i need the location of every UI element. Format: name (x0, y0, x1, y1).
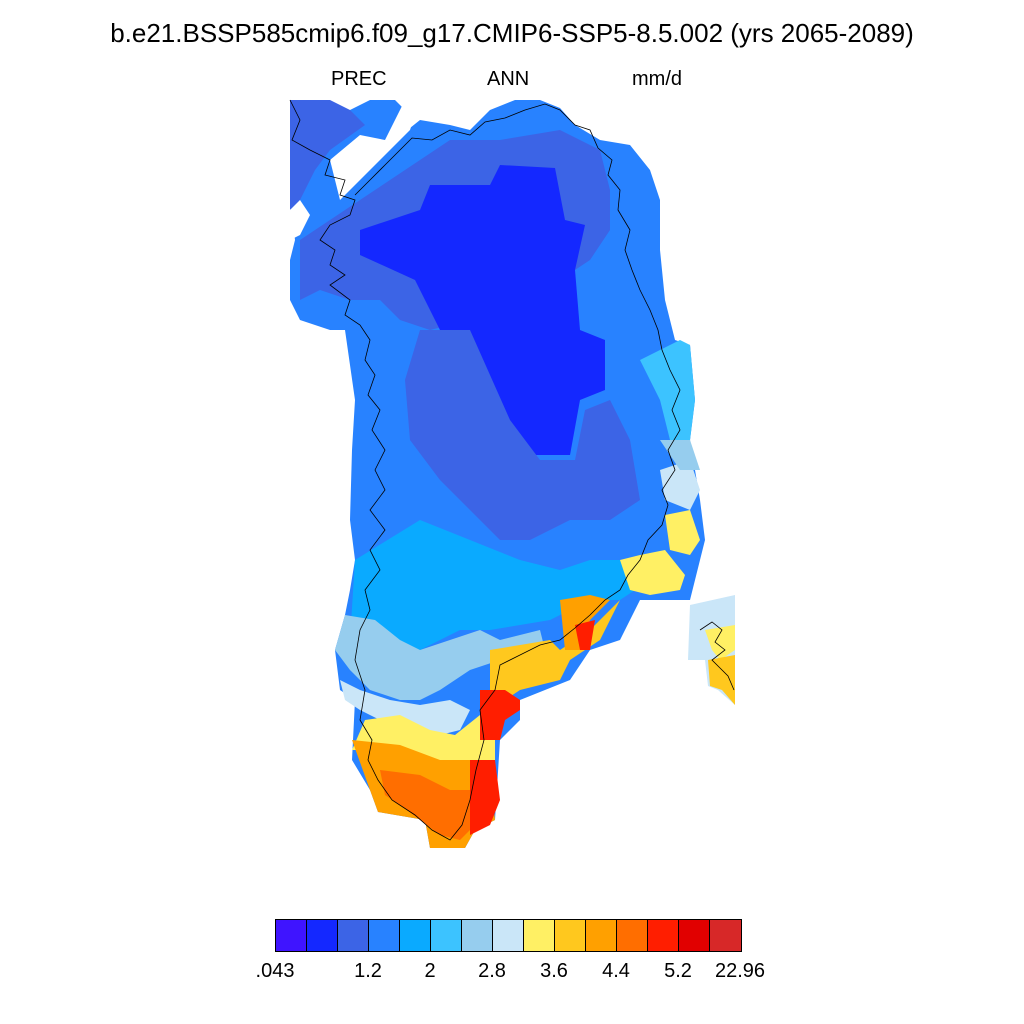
map-cells (290, 100, 735, 848)
units-label: mm/d (632, 68, 682, 90)
map-cell (705, 625, 735, 660)
map-cell (660, 440, 700, 470)
colorbar-swatch (338, 920, 369, 951)
colorbar-swatch (586, 920, 617, 951)
map-cell (660, 460, 700, 510)
map-cell (708, 655, 735, 705)
colorbar-swatch (431, 920, 462, 951)
variable-label: PREC (331, 68, 387, 90)
colorbar-tick-label: 1.2 (354, 960, 382, 982)
colorbar-swatch (524, 920, 555, 951)
colorbar-tick-label: 5.2 (664, 960, 692, 982)
colorbar-swatch (369, 920, 400, 951)
map-cell (405, 330, 640, 540)
map-cell (640, 340, 695, 440)
colorbar-swatch (400, 920, 431, 951)
colorbar (275, 919, 742, 952)
map-cell (490, 600, 620, 700)
coastline (289, 99, 735, 841)
map-cell (360, 165, 605, 455)
map-cell (350, 520, 650, 660)
colorbar-swatch (493, 920, 524, 951)
colorbar-tick-label: .043 (255, 960, 295, 982)
colorbar-swatch (307, 920, 338, 951)
colorbar-swatch (710, 920, 741, 951)
colorbar-tick-label: 2.8 (478, 960, 506, 982)
colorbar-swatch (555, 920, 586, 951)
iceland-coastline (699, 621, 735, 691)
colorbar-swatch (276, 920, 307, 951)
map-cell (330, 100, 420, 200)
colorbar-tick-label: 22.96 (714, 960, 766, 982)
map-cell (665, 510, 700, 555)
map-cell (340, 680, 470, 735)
map-cell (290, 200, 310, 240)
colorbar-tick-label: 3.6 (540, 960, 568, 982)
colorbar-swatch (617, 920, 648, 951)
map-cell (470, 760, 500, 835)
map-cell (335, 615, 545, 700)
map-cell (575, 620, 595, 650)
map-cell (480, 690, 520, 740)
colorbar-tick-label: 2 (424, 960, 436, 982)
colorbar-swatch (462, 920, 493, 951)
colorbar-swatch (648, 920, 679, 951)
map-cell (620, 550, 685, 595)
plot-title: b.e21.BSSP585cmip6.f09_g17.CMIP6-SSP5-8.… (110, 18, 914, 48)
colorbar-tick-label: 4.4 (602, 960, 630, 982)
colorbar-swatch (679, 920, 710, 951)
season-label: ANN (487, 68, 530, 90)
greenland-coastline (289, 99, 681, 841)
map-cell (290, 100, 365, 210)
